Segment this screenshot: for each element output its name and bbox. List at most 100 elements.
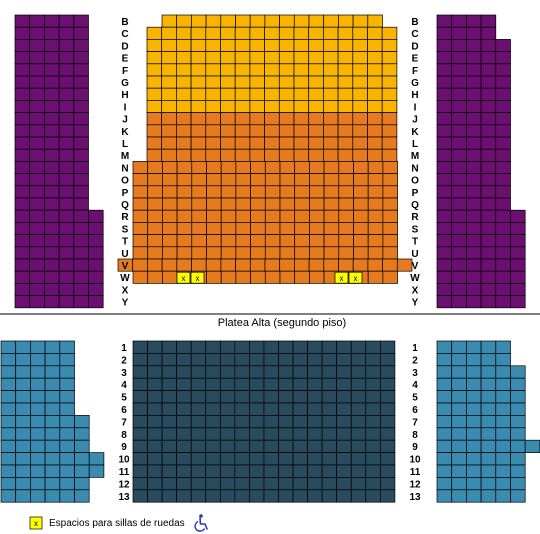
seat-upper-right-W (466, 271, 481, 283)
seat-lower-left-9 (60, 440, 75, 452)
seat-upper-left-V (44, 259, 59, 271)
seat-upper-center-N (339, 161, 354, 173)
seat-upper-center-O (309, 174, 324, 186)
seat-upper-center-W (221, 271, 236, 283)
seat-lower-center-9 (235, 440, 250, 452)
seat-upper-center-L (353, 137, 368, 149)
seat-upper-center-S (133, 222, 148, 234)
seat-upper-right-X (466, 283, 481, 295)
row-label-left-4: 4 (121, 380, 127, 391)
seat-lower-left-6 (1, 403, 16, 415)
seat-upper-left-R (89, 210, 104, 222)
row-label-right-U: U (411, 249, 418, 260)
seat-lower-center-9 (351, 440, 366, 452)
row-label-right-C: C (411, 29, 418, 40)
seat-lower-center-5 (206, 391, 221, 403)
seat-lower-center-8 (162, 428, 177, 440)
seat-upper-center-K (176, 125, 191, 137)
seat-upper-right-O (437, 174, 452, 186)
seat-lower-center-9 (220, 440, 235, 452)
seat-lower-center-10 (162, 453, 177, 465)
seat-upper-right-B (437, 15, 452, 27)
seat-lower-center-1 (133, 341, 148, 353)
seat-upper-right-C (481, 27, 496, 39)
seat-lower-center-8 (206, 428, 221, 440)
seat-lower-center-9 (264, 440, 279, 452)
seat-upper-right-C (437, 27, 452, 39)
row-label-right-Q: Q (411, 200, 419, 211)
seat-upper-right-U (496, 247, 511, 259)
seat-upper-center-K (294, 125, 309, 137)
seat-upper-center-F (206, 64, 221, 76)
seat-upper-center-V (294, 259, 309, 271)
seat-lower-center-5 (235, 391, 250, 403)
seat-lower-left-3 (60, 366, 75, 378)
seat-upper-center-L (162, 137, 177, 149)
seat-upper-center-E (235, 52, 250, 64)
row-label-right-5: 5 (412, 393, 418, 404)
seat-upper-left-J (59, 113, 74, 125)
seat-upper-center-E (221, 52, 236, 64)
seat-upper-center-B (338, 15, 353, 27)
seat-upper-right-Y (466, 296, 481, 308)
seat-upper-center-O (280, 174, 295, 186)
seat-upper-center-M (206, 149, 221, 161)
seat-lower-center-6 (133, 403, 148, 415)
seat-upper-center-S (221, 222, 236, 234)
seat-upper-center-F (279, 64, 294, 76)
seat-upper-center-R (295, 210, 310, 222)
seat-lower-center-5 (366, 391, 381, 403)
seat-lower-center-3 (322, 366, 337, 378)
seat-lower-right-10 (511, 453, 526, 465)
seat-upper-center-N (221, 161, 236, 173)
seat-upper-center-D (338, 39, 353, 51)
seat-lower-center-8 (191, 428, 206, 440)
seat-lower-right-6 (452, 403, 467, 415)
seat-upper-right-U (452, 247, 467, 259)
seat-upper-left-W (15, 271, 30, 283)
seat-lower-center-13 (293, 490, 308, 502)
seat-lower-left-10 (89, 453, 104, 465)
legend-swatch-mark: x (34, 519, 38, 528)
seat-upper-center-W (162, 271, 177, 283)
seat-upper-right-K (437, 125, 452, 137)
seat-lower-center-3 (293, 366, 308, 378)
seat-upper-left-O (74, 174, 89, 186)
seat-upper-center-H (147, 88, 162, 100)
seat-upper-center-N (295, 161, 310, 173)
seat-upper-center-M (323, 149, 338, 161)
seat-upper-center-K (368, 125, 383, 137)
seat-upper-center-O (162, 174, 177, 186)
seat-upper-center-P (221, 186, 236, 198)
seat-upper-center-G (382, 76, 397, 88)
seat-upper-center-T (221, 235, 236, 247)
seat-upper-left-V (30, 259, 45, 271)
seat-lower-center-2 (148, 353, 163, 365)
seat-upper-left-V (74, 259, 89, 271)
seat-upper-left-O (59, 174, 74, 186)
row-label-left-8: 8 (121, 430, 127, 441)
seat-upper-center-B (177, 15, 192, 27)
seat-upper-center-F (235, 64, 250, 76)
seat-lower-left-1 (45, 341, 60, 353)
seat-upper-left-J (44, 113, 59, 125)
seat-upper-center-L (294, 137, 309, 149)
seat-upper-right-U (437, 247, 452, 259)
seat-upper-center-U (280, 247, 295, 259)
seat-lower-center-10 (206, 453, 221, 465)
seat-upper-center-E (309, 52, 324, 64)
row-label-right-O: O (411, 176, 419, 187)
seat-upper-left-V (59, 259, 74, 271)
seat-upper-right-X (511, 283, 526, 295)
seat-upper-right-O (496, 174, 511, 186)
seat-lower-left-11 (30, 465, 45, 477)
seat-lower-left-7 (45, 415, 60, 427)
seat-upper-center-L (368, 137, 383, 149)
seat-upper-center-E (147, 52, 162, 64)
seat-upper-right-W (496, 271, 511, 283)
seat-upper-left-N (59, 161, 74, 173)
seat-lower-center-4 (148, 378, 163, 390)
seat-upper-center-R (148, 210, 163, 222)
seat-upper-center-G (176, 76, 191, 88)
seat-upper-right-O (452, 174, 467, 186)
